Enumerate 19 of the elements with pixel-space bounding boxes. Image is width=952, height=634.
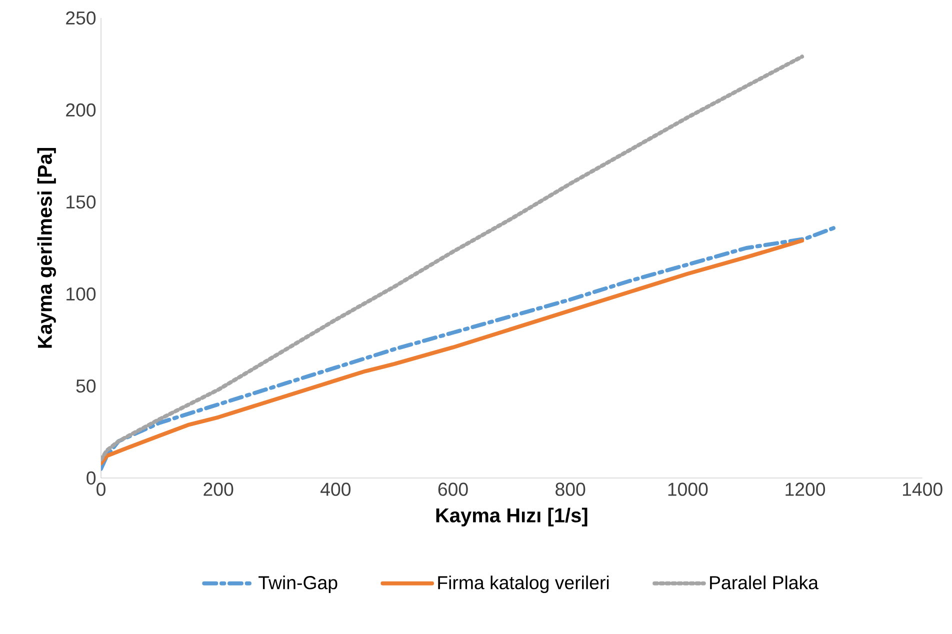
x-tick-label: 800 bbox=[556, 482, 586, 496]
x-tick-label: 200 bbox=[204, 482, 234, 496]
y-tick-label: 200 bbox=[66, 103, 96, 117]
y-tick-label: 100 bbox=[66, 287, 96, 301]
y-tick-label: 250 bbox=[66, 11, 96, 25]
legend-label: Paralel Plaka bbox=[710, 576, 818, 590]
x-tick-label: 1400 bbox=[902, 482, 942, 496]
legend-label: Firma katalog verileri bbox=[438, 576, 609, 593]
legend-label: Twin-Gap bbox=[258, 576, 338, 593]
y-tick-label: 50 bbox=[76, 379, 96, 393]
y-tick-label: 150 bbox=[66, 195, 96, 209]
x-tick-label: 600 bbox=[438, 482, 468, 496]
y-axis-title: Kayma gerilmesi [Pa] bbox=[37, 148, 56, 348]
y-tick-label: 0 bbox=[86, 471, 96, 485]
x-tick-label: 0 bbox=[96, 482, 106, 496]
x-tick-label: 1200 bbox=[786, 482, 826, 496]
x-tick-label: 1000 bbox=[668, 482, 708, 496]
x-tick-label: 400 bbox=[320, 482, 351, 496]
x-axis-title: Kayma Hızı [1/s] bbox=[436, 508, 588, 526]
